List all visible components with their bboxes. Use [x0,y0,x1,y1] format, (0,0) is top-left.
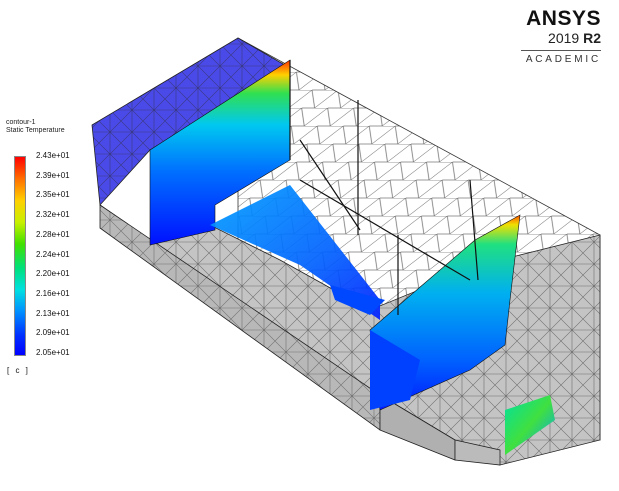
logo-year: 2019 [548,30,580,46]
logo-divider [521,50,601,51]
logo-brand: ANSYS [526,7,601,30]
logo-edition: ACADEMIC [525,54,601,65]
legend-colorbar [14,156,26,356]
contour-planes [149,59,555,455]
legend-tick: 2.20e+01 [36,269,70,278]
legend-tick: 2.05e+01 [36,348,70,357]
legend-tick: 2.16e+01 [36,289,70,298]
legend-tick: 2.35e+01 [36,190,70,199]
legend-tick: 2.28e+01 [36,230,70,239]
legend-unit: [ c ] [7,366,30,375]
legend-tick: 2.39e+01 [36,171,70,180]
ansys-logo: ANSYS 2019 R2 ACADEMIC [521,8,601,65]
legend-tick: 2.32e+01 [36,210,70,219]
logo-release: R2 [583,30,601,46]
logo-version: 2019 R2 [521,30,601,46]
baffle-edges [289,60,479,315]
legend-variable: Static Temperature [6,127,65,134]
legend-tick: 2.09e+01 [36,328,70,337]
legend-header: contour-1 Static Temperature [6,119,65,135]
legend-tick: 2.13e+01 [36,309,70,318]
legend-tick: 2.24e+01 [36,250,70,259]
legend-tick: 2.43e+01 [36,151,70,160]
legend-contour-name: contour-1 [6,119,36,126]
